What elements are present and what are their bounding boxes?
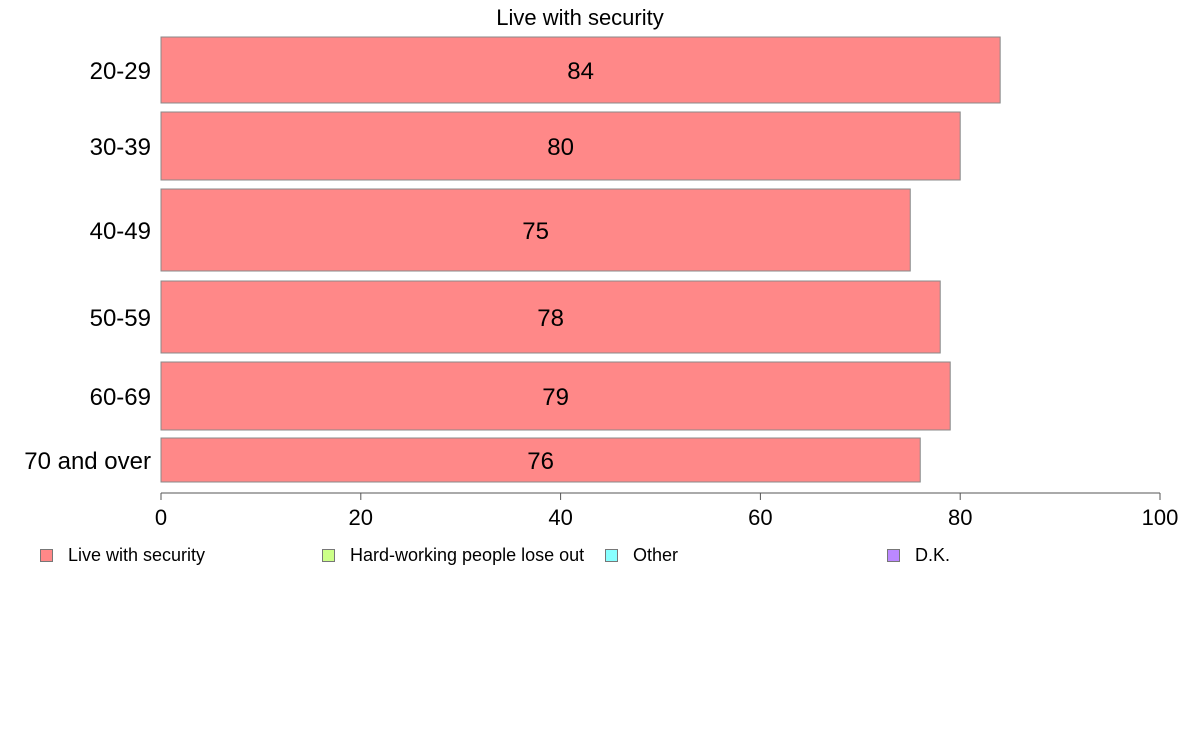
category-label: 60-69 [90,384,151,411]
legend-item-dk: D.K. [887,545,950,566]
x-tick-label: 60 [748,505,772,530]
legend-label: D.K. [915,545,951,565]
x-tick-label: 40 [548,505,572,530]
x-tick-label: 100 [1142,505,1179,530]
legend-swatch-other [605,549,618,562]
bar-2 [160,188,911,272]
bar-5 [160,437,921,483]
category-label: 20-29 [90,58,151,85]
legend-item-other: Other [605,545,678,566]
chart-title: Live with security [496,5,664,30]
legend: Live with security Hard-working people l… [0,545,1188,569]
legend-swatch-hard-working [322,549,335,562]
bar-value-label: 80 [547,134,574,161]
category-label: 70 and over [24,448,151,475]
bar-4 [160,361,951,431]
legend-label: Hard-working people lose out [350,545,585,565]
bar-value-label: 84 [567,58,594,85]
legend-label: Live with security [68,545,206,565]
legend-swatch-dk [887,549,900,562]
category-label: 30-39 [90,134,151,161]
bar-0 [160,36,1001,104]
category-label: 50-59 [90,305,151,332]
bar-3 [160,280,941,354]
x-tick-label: 80 [948,505,972,530]
bar-value-label: 78 [537,305,564,332]
x-tick-label: 20 [349,505,373,530]
category-label: 40-49 [90,218,151,245]
bar-1 [160,111,961,181]
bar-value-label: 76 [527,448,554,475]
legend-label: Other [633,545,679,565]
x-tick-label: 0 [155,505,167,530]
legend-swatch-live-with-security [40,549,53,562]
legend-item-live-with-security: Live with security [40,545,205,566]
bar-value-label: 75 [522,218,549,245]
legend-item-hard-working: Hard-working people lose out [322,545,584,566]
bar-value-label: 79 [542,384,569,411]
